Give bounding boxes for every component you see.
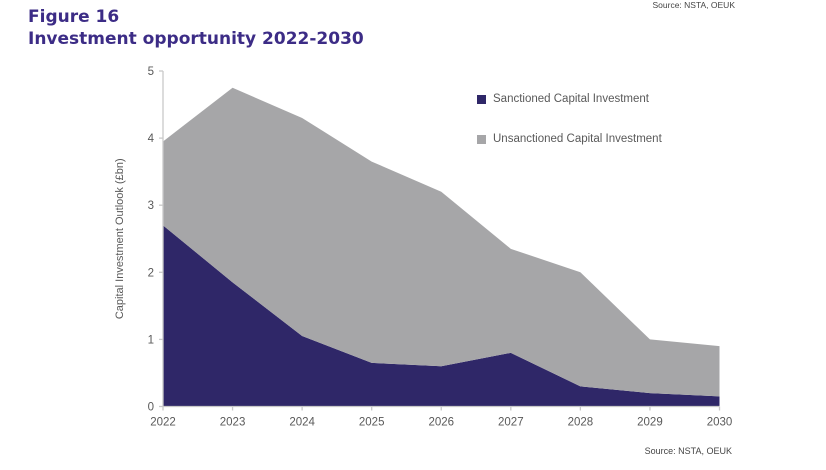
- legend-swatch-unsanctioned-icon: [477, 134, 486, 144]
- legend-item-sanctioned: Sanctioned Capital Investment: [477, 93, 649, 105]
- legend-label-sanctioned: Sanctioned Capital Investment: [493, 93, 649, 105]
- legend-swatch-sanctioned-icon: [477, 94, 486, 104]
- x-axis-tick-label: 2023: [220, 417, 246, 429]
- source-note-top: Source: NSTA, OEUK: [652, 0, 735, 10]
- x-axis-tick-label: 2024: [289, 417, 315, 429]
- y-axis-tick-label: 2: [148, 267, 154, 279]
- area-series-0: [163, 225, 720, 407]
- x-axis-tick-label: 2026: [428, 417, 454, 429]
- legend-label-unsanctioned: Unsanctioned Capital Investment: [493, 133, 662, 145]
- area-series-1: [163, 87, 720, 397]
- figure-title: Investment opportunity 2022-2030: [28, 29, 364, 49]
- y-axis-tick-label: 5: [148, 66, 154, 78]
- y-axis-tick-label: 0: [148, 402, 154, 414]
- x-axis-tick-label: 2029: [637, 417, 663, 429]
- x-axis-tick-label: 2025: [359, 417, 385, 429]
- y-axis-tick-label: 1: [148, 334, 154, 346]
- y-axis-title: Capital Investment Outlook (£bn): [114, 158, 126, 319]
- figure-label: Figure 16: [28, 7, 120, 27]
- x-axis-tick-label: 2030: [707, 417, 733, 429]
- legend-item-unsanctioned: Unsanctioned Capital Investment: [477, 133, 662, 145]
- x-axis-tick-label: 2028: [568, 417, 594, 429]
- source-note-bottom: Source: NSTA, OEUK: [644, 446, 732, 456]
- x-axis-tick-label: 2022: [150, 417, 176, 429]
- x-axis-tick-label: 2027: [498, 417, 524, 429]
- figure-title-block: Figure 16 Investment opportunity 2022-20…: [28, 6, 364, 50]
- y-axis-tick-label: 4: [148, 133, 155, 145]
- y-axis-tick-label: 3: [148, 200, 154, 212]
